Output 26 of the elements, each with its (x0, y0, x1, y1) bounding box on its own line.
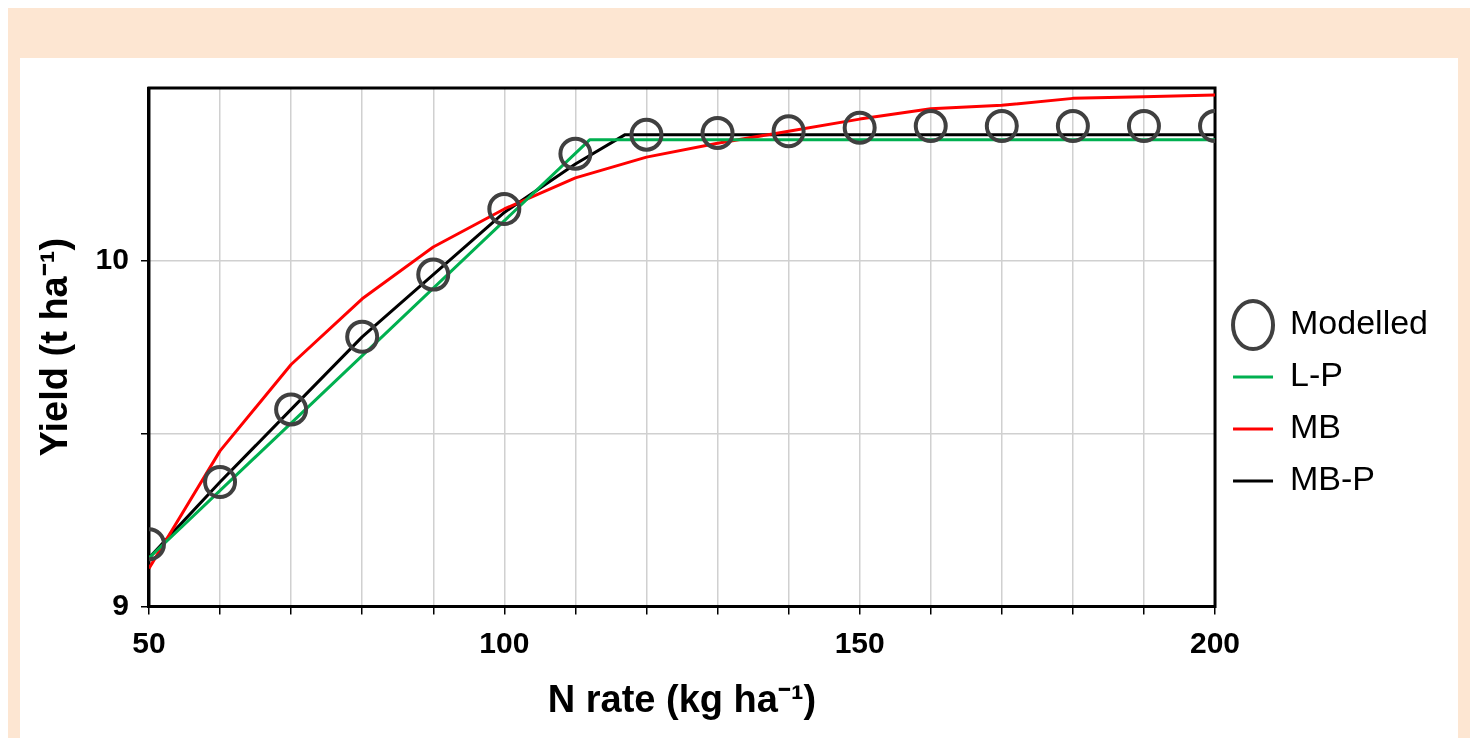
point (1055, 109, 1090, 144)
legend-label: Modelled (1290, 303, 1429, 342)
point (274, 392, 309, 427)
point (913, 109, 948, 144)
point (487, 191, 522, 226)
y-tick-label: 10 (95, 242, 129, 276)
point (700, 115, 735, 150)
legend-label: MB (1290, 407, 1342, 446)
point (842, 110, 877, 145)
x-axis-title: N rate (kg ha⁻¹) (547, 677, 817, 720)
point (558, 136, 593, 171)
x-tick-label: 150 (834, 625, 885, 659)
legend-label: L-P (1290, 355, 1343, 394)
point (345, 319, 380, 354)
point (629, 117, 664, 152)
y-axis-title: Yield (t ha⁻¹) (33, 237, 76, 457)
y-tick-label: 9 (112, 587, 129, 621)
legend-label: MB-P (1290, 459, 1376, 498)
x-tick-label: 100 (479, 625, 530, 659)
point (984, 109, 1019, 144)
point (771, 114, 806, 149)
point (1126, 109, 1161, 144)
point (416, 257, 451, 292)
x-tick-label: 50 (132, 625, 166, 659)
x-tick-label: 200 (1189, 625, 1241, 659)
point (203, 464, 238, 499)
